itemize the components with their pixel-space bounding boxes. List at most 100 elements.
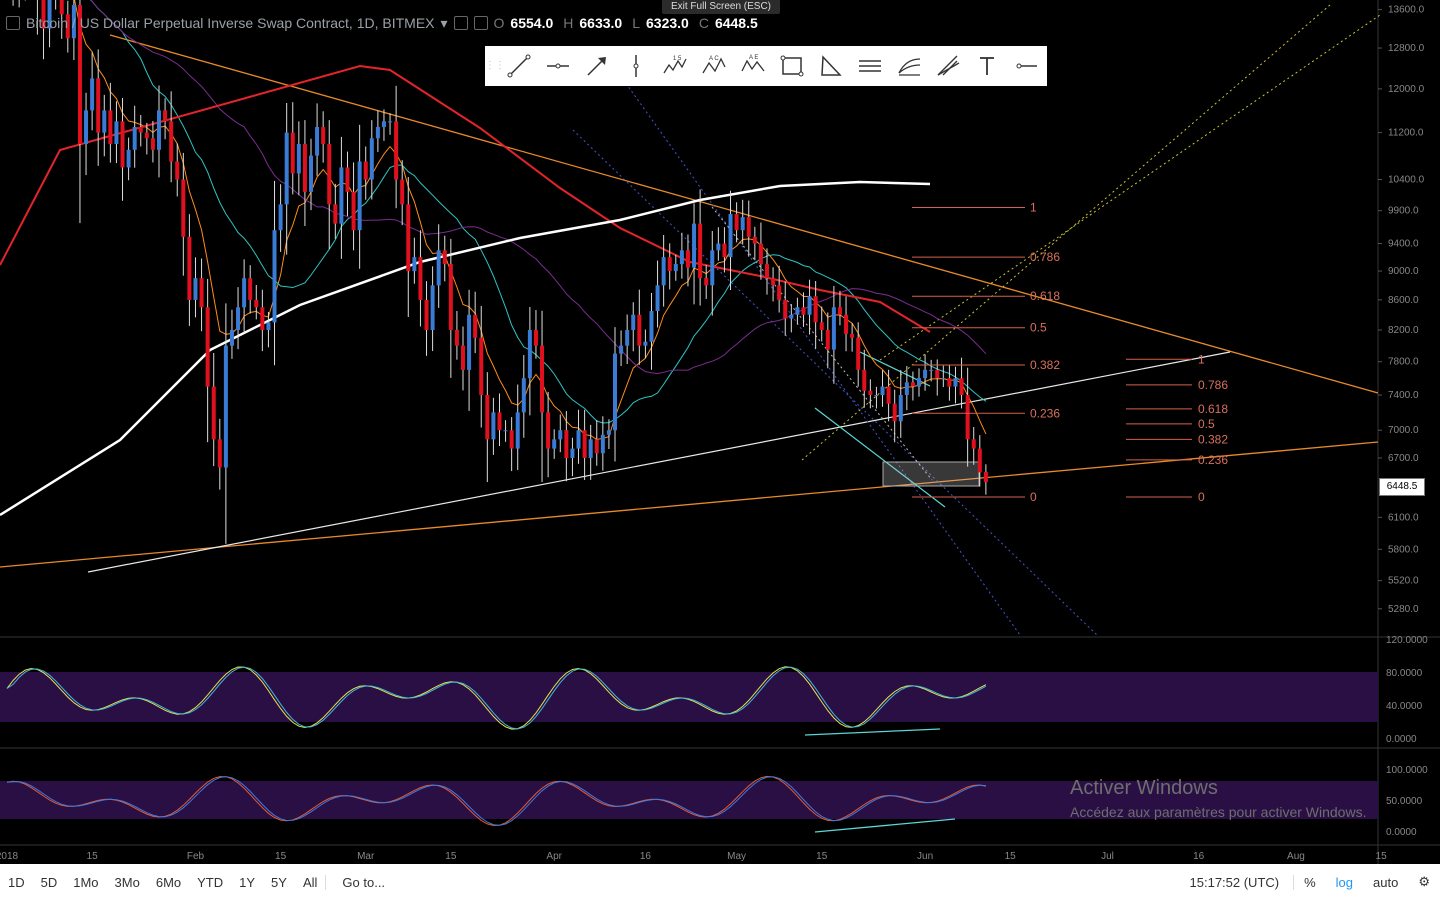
osc1-divergence-line xyxy=(804,728,941,736)
settings-gear-icon[interactable]: ⚙ xyxy=(1418,874,1430,889)
range-1mo[interactable]: 1Mo xyxy=(73,874,99,890)
horizontal-ray-tool[interactable] xyxy=(1006,46,1045,86)
price-tick-label: 8600.0 xyxy=(1388,295,1419,306)
time-tick-label: Aug xyxy=(1287,851,1305,862)
candle-up xyxy=(904,382,909,396)
low-label: L xyxy=(632,15,640,31)
hide-eye-icon[interactable] xyxy=(453,16,468,30)
percent-scale-toggle[interactable]: % xyxy=(1304,874,1316,890)
price-tick-label: 9400.0 xyxy=(1388,239,1419,250)
auto-scale-toggle[interactable]: auto xyxy=(1373,874,1399,890)
descending-channel-lower xyxy=(572,129,1098,636)
symbol-title[interactable]: Bitcoin / US Dollar Perpetual Inverse Sw… xyxy=(26,15,435,31)
candle-up xyxy=(266,322,271,331)
candle-down xyxy=(947,378,952,387)
candle-up xyxy=(84,110,89,145)
text-tool[interactable] xyxy=(967,46,1006,86)
candle-down xyxy=(205,307,210,387)
osc2-tick-label: 50.0000 xyxy=(1386,796,1423,807)
pitchfork-tool[interactable] xyxy=(889,46,928,86)
range-5d[interactable]: 5D xyxy=(40,874,58,890)
range-6mo[interactable]: 6Mo xyxy=(155,874,182,890)
elliott-impulse-tool[interactable]: 1 5 xyxy=(655,46,694,86)
candle-up xyxy=(874,395,879,397)
goto-date-button[interactable]: Go to... xyxy=(325,874,401,890)
candle-up xyxy=(619,345,624,354)
candle-up xyxy=(606,430,611,435)
osc1-band xyxy=(0,672,1378,722)
candle-up xyxy=(126,149,131,168)
range-ytd[interactable]: YTD xyxy=(197,874,224,890)
candle-up xyxy=(807,296,812,315)
chart-canvas[interactable]: 10.7860.6180.50.3820.236010.7860.6180.50… xyxy=(0,0,1440,864)
candle-down xyxy=(758,243,763,265)
candle-up xyxy=(929,369,934,371)
settings-icon[interactable] xyxy=(473,16,488,30)
triangle-tool[interactable] xyxy=(811,46,850,86)
candle-up xyxy=(643,341,648,346)
rectangle-tool[interactable] xyxy=(772,46,811,86)
moving-averages xyxy=(0,0,987,517)
horizontal-line-tool[interactable] xyxy=(538,46,577,86)
candle-down xyxy=(77,5,82,145)
candle-up xyxy=(102,110,107,133)
candle-down xyxy=(485,395,490,440)
candle-down xyxy=(704,278,709,286)
candle-down xyxy=(819,322,824,331)
candle-down xyxy=(260,307,265,331)
range-1y[interactable]: 1Y xyxy=(239,874,256,890)
candle-up xyxy=(558,430,563,440)
candle-down xyxy=(862,369,867,391)
candle-down xyxy=(746,217,751,237)
candle-down xyxy=(892,403,897,422)
time-tick-label: 15 xyxy=(275,851,287,862)
candle-down xyxy=(546,412,551,449)
price-tick-label: 6700.0 xyxy=(1388,453,1419,464)
range-all[interactable]: All xyxy=(302,874,318,890)
candle-up xyxy=(309,155,313,192)
range-5y[interactable]: 5Y xyxy=(271,874,287,890)
candle-up xyxy=(229,330,234,346)
vertical-line-tool[interactable] xyxy=(616,46,655,86)
time-tick-label: 15 xyxy=(816,851,828,862)
time-tick-label: 15 xyxy=(1376,851,1388,862)
time-tick-label: Mar xyxy=(357,851,375,862)
candle-up xyxy=(710,250,715,286)
candle-up xyxy=(114,121,119,145)
candle-down xyxy=(120,121,125,168)
candle-down xyxy=(886,386,891,404)
osc1-tick-label: 80.0000 xyxy=(1386,668,1423,679)
trend-line-tool[interactable] xyxy=(499,46,538,86)
time-tick-label: Jun xyxy=(917,851,933,862)
abcd-pattern-tool[interactable]: A C xyxy=(694,46,733,86)
svg-text:A E: A E xyxy=(749,55,758,61)
osc1-tick-label: 40.0000 xyxy=(1386,701,1423,712)
candle-up xyxy=(570,448,575,458)
exit-fullscreen-tooltip[interactable]: Exit Full Screen (ESC) xyxy=(662,0,780,14)
candle-up xyxy=(917,378,921,387)
osc2-tick-label: 0.0000 xyxy=(1386,827,1417,838)
arrow-tool[interactable] xyxy=(577,46,616,86)
time-tick-label: 16 xyxy=(640,851,652,862)
price-tick-label: 11200.0 xyxy=(1388,128,1424,139)
candle-up xyxy=(679,250,684,265)
candle-down xyxy=(65,14,70,39)
candle-up xyxy=(880,386,885,396)
compare-icon[interactable] xyxy=(6,16,20,30)
price-tick-label: 7000.0 xyxy=(1388,425,1419,436)
candle-down xyxy=(96,78,101,133)
open-label: O xyxy=(493,15,505,31)
candle-down xyxy=(959,378,964,396)
elliott-correction-tool[interactable]: A E xyxy=(733,46,772,86)
dropdown-chevron-icon[interactable]: ▾ xyxy=(440,14,448,31)
gann-fan-tool[interactable] xyxy=(928,46,967,86)
candle-down xyxy=(41,0,46,29)
parallel-channel-tool[interactable] xyxy=(850,46,889,86)
log-scale-toggle[interactable]: log xyxy=(1335,874,1354,890)
range-3mo[interactable]: 3Mo xyxy=(114,874,140,890)
range-1d[interactable]: 1D xyxy=(8,874,25,890)
toolbar-grip-icon[interactable]: ⋮⋮ xyxy=(485,60,505,71)
osc2-d-line xyxy=(6,776,986,826)
osc1-tick-label: 120.0000 xyxy=(1386,635,1428,646)
ascending-support-line-white xyxy=(87,351,1231,573)
